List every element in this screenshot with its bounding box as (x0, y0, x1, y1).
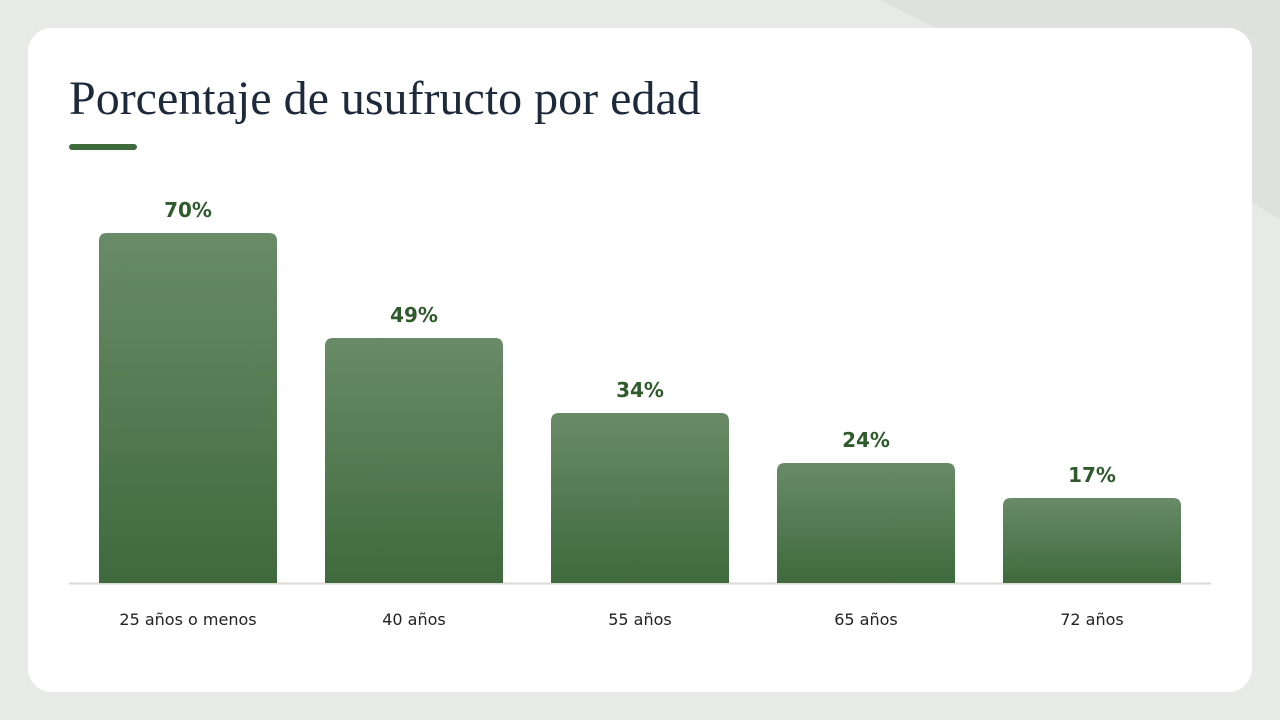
x-tick-label: 65 años (834, 610, 898, 629)
value-label: 70% (164, 198, 212, 222)
value-label: 49% (390, 303, 438, 327)
bar (551, 413, 729, 583)
title-underline (69, 144, 137, 150)
x-tick-label: 25 años o menos (119, 610, 256, 629)
bar (325, 338, 503, 583)
bar (777, 463, 955, 583)
value-label: 17% (1068, 463, 1116, 487)
value-label: 34% (616, 378, 664, 402)
bar (99, 233, 277, 583)
x-tick-label: 55 años (608, 610, 672, 629)
x-tick-label: 72 años (1060, 610, 1124, 629)
chart-title: Porcentaje de usufructo por edad (69, 72, 701, 125)
x-tick-label: 40 años (382, 610, 446, 629)
value-label: 24% (842, 428, 890, 452)
bar (1003, 498, 1181, 583)
